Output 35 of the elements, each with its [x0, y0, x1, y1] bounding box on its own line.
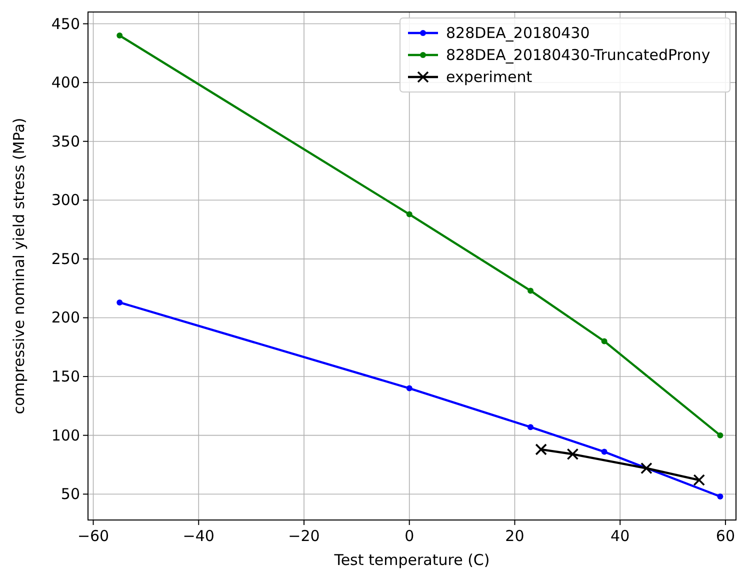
y-tick-label: 200 — [51, 308, 80, 327]
y-tick-label: 100 — [51, 426, 80, 444]
point — [528, 288, 534, 294]
point — [535, 444, 547, 456]
point — [406, 211, 412, 218]
point — [717, 493, 724, 500]
x-tick-label: 60 — [716, 527, 736, 545]
point — [528, 424, 534, 430]
legend-label: experiment — [446, 68, 532, 86]
y-tick-label: 400 — [51, 74, 80, 92]
point — [406, 385, 412, 392]
point — [717, 432, 724, 438]
x-tick-label: 40 — [610, 527, 630, 545]
x-tick-label: −60 — [77, 527, 110, 545]
legend-label: 828DEA_20180430 — [446, 24, 590, 42]
x-tick-label: −20 — [288, 527, 320, 545]
point — [601, 448, 608, 455]
point — [640, 462, 652, 474]
x-axis-title: Test temperature (C) — [333, 551, 490, 569]
x-tick-label: 0 — [404, 527, 414, 545]
y-tick-label: 300 — [51, 191, 80, 210]
y-tick-label: 250 — [51, 250, 80, 268]
legend-label: 828DEA_20180430-TruncatedProny — [446, 46, 710, 64]
y-tick-label: 150 — [51, 368, 80, 386]
x-tick-label: 20 — [505, 527, 524, 545]
y-axis-title: compressive nominal yield stress (MPa) — [10, 118, 28, 414]
point — [116, 32, 123, 39]
y-tick-label: 350 — [51, 132, 80, 150]
point — [566, 448, 579, 460]
point — [693, 474, 706, 486]
point — [601, 338, 608, 344]
y-tick-label: 450 — [51, 14, 80, 33]
point — [116, 299, 123, 306]
x-tick-label: −40 — [182, 527, 214, 545]
y-tick-label: 50 — [60, 485, 80, 504]
